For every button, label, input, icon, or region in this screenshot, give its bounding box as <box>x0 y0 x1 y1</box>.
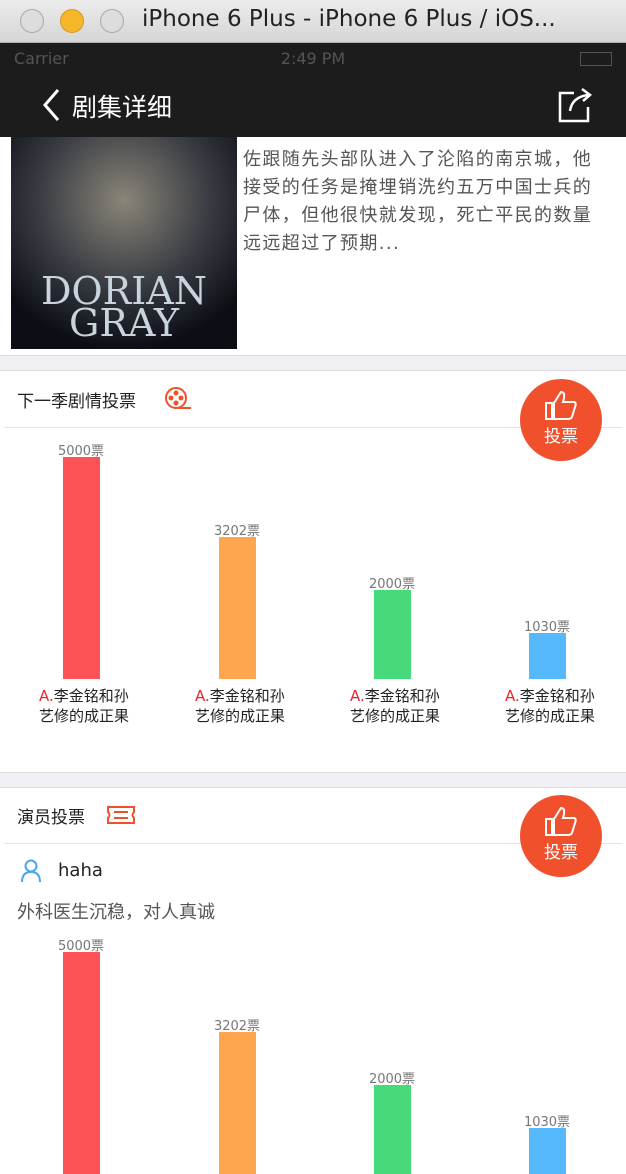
bar <box>63 952 100 1174</box>
option-text: 李金铭和孙艺修的成正果 <box>505 687 596 725</box>
actor-name: haha <box>58 860 103 881</box>
option-letter: A. <box>505 687 520 705</box>
back-button[interactable] <box>40 87 64 123</box>
option-letter: A. <box>39 687 54 705</box>
vote-button-label: 投票 <box>544 427 578 447</box>
option-letter: A. <box>195 687 210 705</box>
option-text: 李金铭和孙艺修的成正果 <box>39 687 130 725</box>
share-button[interactable] <box>556 85 596 125</box>
film-icon <box>165 387 191 409</box>
bar-label: 5000票 <box>57 444 105 459</box>
close-button[interactable] <box>20 9 44 33</box>
bar-label: 2000票 <box>368 577 416 593</box>
separator <box>0 772 626 788</box>
bar-label: 3202票 <box>213 523 261 539</box>
vote-button[interactable]: 投票 <box>520 379 602 461</box>
bar <box>529 633 566 679</box>
battery <box>580 52 612 66</box>
bar-label: 2000票 <box>368 1072 416 1088</box>
header: Carrier 2:49 PM 剧集详细 <box>0 43 626 137</box>
synopsis: 佐跟随先头部队进入了沦陷的南京城，他接受的任务是掩埋销洗约五万中国士兵的尸体，但… <box>243 149 593 254</box>
option-label: A.李金铭和孙艺修的成正果 <box>505 686 597 726</box>
bar-label: 1030票 <box>523 620 571 636</box>
bar <box>219 536 256 679</box>
minimize-button[interactable] <box>60 9 84 33</box>
divider <box>4 843 622 844</box>
option-label: A.李金铭和孙艺修的成正果 <box>195 686 287 726</box>
poster-line: DORIAN <box>41 269 207 313</box>
option-label: A.李金铭和孙艺修的成正果 <box>39 686 131 726</box>
bar <box>63 457 100 679</box>
bar-label: 3202票 <box>213 1018 261 1034</box>
poster: DORIAN GRAY <box>11 137 237 349</box>
nav-title: 剧集详细 <box>72 93 173 122</box>
bar <box>529 1128 566 1174</box>
section-title: 下一季剧情投票 <box>17 392 136 412</box>
bar <box>219 1031 256 1174</box>
window-titlebar: iPhone 6 Plus - iPhone 6 Plus / iOS... <box>0 0 626 43</box>
zoom-button[interactable] <box>100 9 124 33</box>
bar-label: 1030票 <box>523 1115 571 1131</box>
poster-line: GRAY <box>69 301 179 345</box>
vote-button[interactable]: 投票 <box>520 795 602 877</box>
section-title: 演员投票 <box>17 808 85 828</box>
separator <box>0 355 626 371</box>
ticket-icon <box>107 806 135 824</box>
thumb-icon <box>545 806 577 836</box>
actor-description: 外科医生沉稳，对人真诚 <box>17 902 215 923</box>
time: 2:49 PM <box>280 49 346 68</box>
bar <box>374 590 411 679</box>
bar-label: 5000票 <box>57 939 105 954</box>
window-title: iPhone 6 Plus - iPhone 6 Plus / iOS... <box>142 6 556 32</box>
option-text: 李金铭和孙艺修的成正果 <box>350 687 441 725</box>
option-label: A.李金铭和孙艺修的成正果 <box>350 686 442 726</box>
vote-button-label: 投票 <box>544 843 578 863</box>
bar <box>374 1085 411 1174</box>
user-icon <box>21 859 41 883</box>
thumb-icon <box>545 390 577 420</box>
carrier: Carrier <box>14 49 69 68</box>
poster-title: DORIAN GRAY <box>11 272 237 342</box>
divider <box>4 427 622 428</box>
option-text: 李金铭和孙艺修的成正果 <box>195 687 286 725</box>
option-letter: A. <box>350 687 365 705</box>
